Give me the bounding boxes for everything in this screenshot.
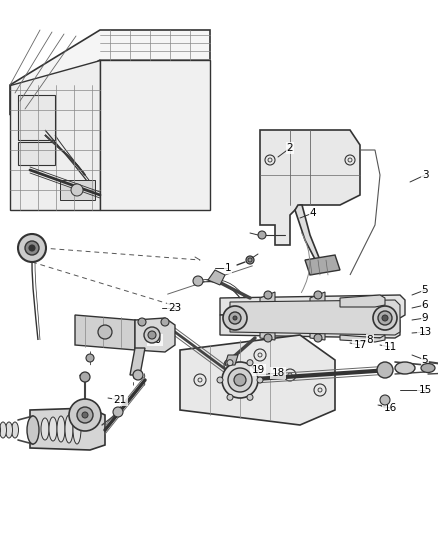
Polygon shape: [220, 295, 405, 318]
Circle shape: [258, 231, 266, 239]
Circle shape: [18, 234, 46, 262]
Circle shape: [264, 291, 272, 299]
Polygon shape: [18, 95, 55, 140]
Polygon shape: [295, 205, 320, 265]
Polygon shape: [30, 408, 105, 450]
Ellipse shape: [57, 416, 65, 442]
Circle shape: [229, 312, 241, 324]
Polygon shape: [18, 142, 55, 165]
Circle shape: [148, 331, 156, 339]
Text: 5: 5: [422, 355, 428, 365]
Circle shape: [113, 407, 123, 417]
Text: 11: 11: [383, 342, 397, 352]
Text: 15: 15: [418, 385, 431, 395]
Circle shape: [247, 360, 253, 366]
Polygon shape: [130, 348, 145, 375]
Circle shape: [377, 362, 393, 378]
Ellipse shape: [395, 362, 415, 374]
Ellipse shape: [73, 414, 81, 444]
Polygon shape: [208, 270, 225, 285]
Text: 16: 16: [383, 403, 397, 413]
Polygon shape: [310, 292, 325, 340]
Circle shape: [314, 334, 322, 342]
Polygon shape: [135, 318, 175, 352]
Polygon shape: [75, 315, 135, 350]
Circle shape: [86, 354, 94, 362]
Text: 1: 1: [225, 263, 231, 273]
Polygon shape: [305, 255, 340, 275]
Ellipse shape: [421, 364, 435, 373]
Circle shape: [247, 394, 253, 400]
Text: 21: 21: [113, 395, 127, 405]
Polygon shape: [340, 295, 385, 307]
Circle shape: [246, 256, 254, 264]
Circle shape: [314, 291, 322, 299]
Circle shape: [133, 370, 143, 380]
Circle shape: [193, 276, 203, 286]
Text: 3: 3: [422, 170, 428, 180]
Text: 13: 13: [418, 327, 431, 337]
Circle shape: [233, 316, 237, 320]
Circle shape: [223, 306, 247, 330]
Circle shape: [257, 377, 263, 383]
Text: 23: 23: [168, 303, 182, 313]
Circle shape: [264, 334, 272, 342]
Ellipse shape: [0, 422, 7, 438]
Ellipse shape: [27, 416, 39, 444]
Polygon shape: [225, 355, 238, 365]
Circle shape: [82, 412, 88, 418]
Circle shape: [228, 368, 252, 392]
Circle shape: [161, 318, 169, 326]
Circle shape: [144, 327, 160, 343]
Text: 18: 18: [272, 368, 285, 378]
Polygon shape: [260, 292, 275, 340]
Circle shape: [71, 184, 83, 196]
Text: 9: 9: [422, 313, 428, 323]
Polygon shape: [260, 130, 360, 245]
Text: 19: 19: [251, 365, 265, 375]
Text: 20: 20: [148, 335, 162, 345]
Text: 6: 6: [422, 300, 428, 310]
Circle shape: [382, 315, 388, 321]
Circle shape: [138, 318, 146, 326]
Polygon shape: [220, 315, 400, 338]
Circle shape: [380, 395, 390, 405]
Text: 5: 5: [422, 285, 428, 295]
Circle shape: [227, 394, 233, 400]
Circle shape: [98, 325, 112, 339]
Polygon shape: [100, 60, 210, 210]
Circle shape: [373, 306, 397, 330]
Circle shape: [25, 241, 39, 255]
Polygon shape: [10, 60, 100, 210]
Polygon shape: [180, 335, 335, 425]
Circle shape: [217, 377, 223, 383]
Text: 17: 17: [353, 340, 367, 350]
Polygon shape: [10, 30, 210, 115]
Polygon shape: [60, 180, 95, 200]
Text: 4: 4: [310, 208, 316, 218]
Circle shape: [80, 372, 90, 382]
Polygon shape: [340, 335, 385, 342]
Text: 2: 2: [287, 143, 293, 153]
Ellipse shape: [6, 422, 13, 438]
Circle shape: [234, 374, 246, 386]
Circle shape: [69, 399, 101, 431]
Circle shape: [222, 362, 258, 398]
Ellipse shape: [11, 422, 18, 438]
Text: 8: 8: [367, 335, 373, 345]
Ellipse shape: [49, 417, 57, 441]
Circle shape: [77, 407, 93, 423]
Ellipse shape: [41, 418, 49, 440]
Circle shape: [378, 311, 392, 325]
Circle shape: [227, 360, 233, 366]
Ellipse shape: [65, 415, 73, 443]
Circle shape: [29, 245, 35, 251]
Polygon shape: [230, 300, 400, 335]
